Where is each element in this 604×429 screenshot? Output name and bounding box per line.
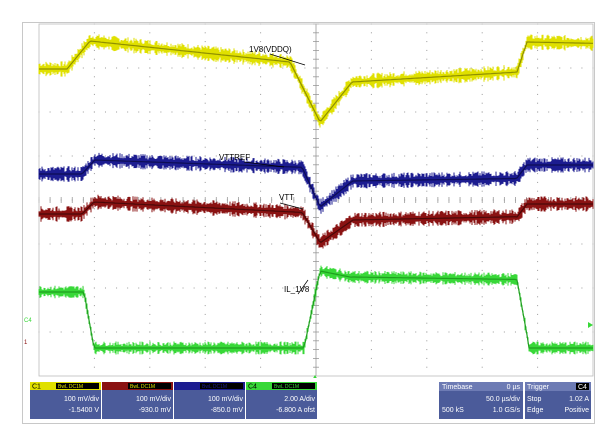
channel-offset: -930.0 mV: [139, 407, 172, 414]
trigger-channel: C4: [578, 384, 587, 391]
trace-label-1v8-vddq: 1V8(VDDQ): [249, 45, 292, 54]
label-c4: IL_1V8: [284, 279, 310, 295]
channel-name: C3: [176, 384, 185, 391]
trigger-type: Edge: [527, 407, 543, 414]
timebase-rate: 1.0 GS/s: [493, 407, 521, 414]
trace-label-il-1v8: IL_1V8: [284, 285, 310, 294]
channel-panel-c4[interactable]: C4 BwL DC1M 2.00 A/div -6.800 A ofst: [246, 382, 317, 419]
channel-panel-c3[interactable]: C3 BwL DC1M 100 mV/div -850.0 mV: [174, 382, 245, 419]
channel-name: C4: [248, 384, 257, 391]
trace-label-vttref: VTTREF: [219, 153, 250, 162]
trigger-title: Trigger: [527, 384, 550, 391]
channel-scale: 100 mV/div: [136, 396, 172, 403]
channel-name: C1: [32, 384, 41, 391]
oscilloscope-display: 1V8(VDDQ) VTTREF VTT IL_1V8 C4 1 C1 BwL …: [24, 23, 594, 422]
channel-offset: -1.5400 V: [69, 407, 100, 414]
timebase-samples: 500 kS: [442, 407, 464, 414]
waveform-traces: [38, 34, 594, 355]
channel-badge: BwL DC1M: [130, 384, 155, 390]
left-markers: C4 1: [24, 318, 32, 346]
label-c1: 1V8(VDDQ): [249, 45, 306, 66]
label-c3: VTT: [279, 193, 304, 210]
channel-offset: -850.0 mV: [211, 407, 244, 414]
channel-scale: 100 mV/div: [64, 396, 100, 403]
channel-panel-c1[interactable]: C1 BwL DC1M 100 mV/div -1.5400 V: [30, 382, 101, 419]
trace-label-vtt: VTT: [279, 193, 294, 202]
trigger-mode: Stop: [527, 396, 542, 403]
trigger-slope: Positive: [564, 407, 589, 414]
timebase-panel[interactable]: Timebase 0 µs 50.0 µs/div 500 kS 1.0 GS/…: [439, 382, 523, 419]
trigger-level: 1.02 A: [569, 396, 589, 403]
channel-badge: BwL DC1M: [274, 384, 299, 390]
timebase-per-div: 50.0 µs/div: [486, 396, 520, 403]
channel-name: C2: [104, 384, 113, 391]
trigger-panel[interactable]: Trigger C4 Stop 1.02 A Edge Positive: [525, 382, 591, 419]
trigger-level-arrow-icon: [588, 322, 593, 328]
channel-badge: BwL DC1M: [58, 384, 83, 390]
channel-badge: BwL DC1M: [202, 384, 227, 390]
label-c2: VTTREF: [219, 153, 285, 168]
channel-scale: 100 mV/div: [208, 396, 244, 403]
channel-marker-c4: C4: [24, 318, 32, 324]
channel-panel-c2[interactable]: C2 BwL DC1M 100 mV/div -930.0 mV: [102, 382, 173, 419]
timebase-title: Timebase: [442, 384, 473, 391]
figure-heading: [4, 0, 600, 22]
channel-offset: -6.800 A ofst: [276, 407, 315, 414]
ground-marker: 1: [24, 340, 28, 346]
timebase-delay: 0 µs: [507, 384, 521, 391]
channel-scale: 2.00 A/div: [284, 396, 315, 403]
